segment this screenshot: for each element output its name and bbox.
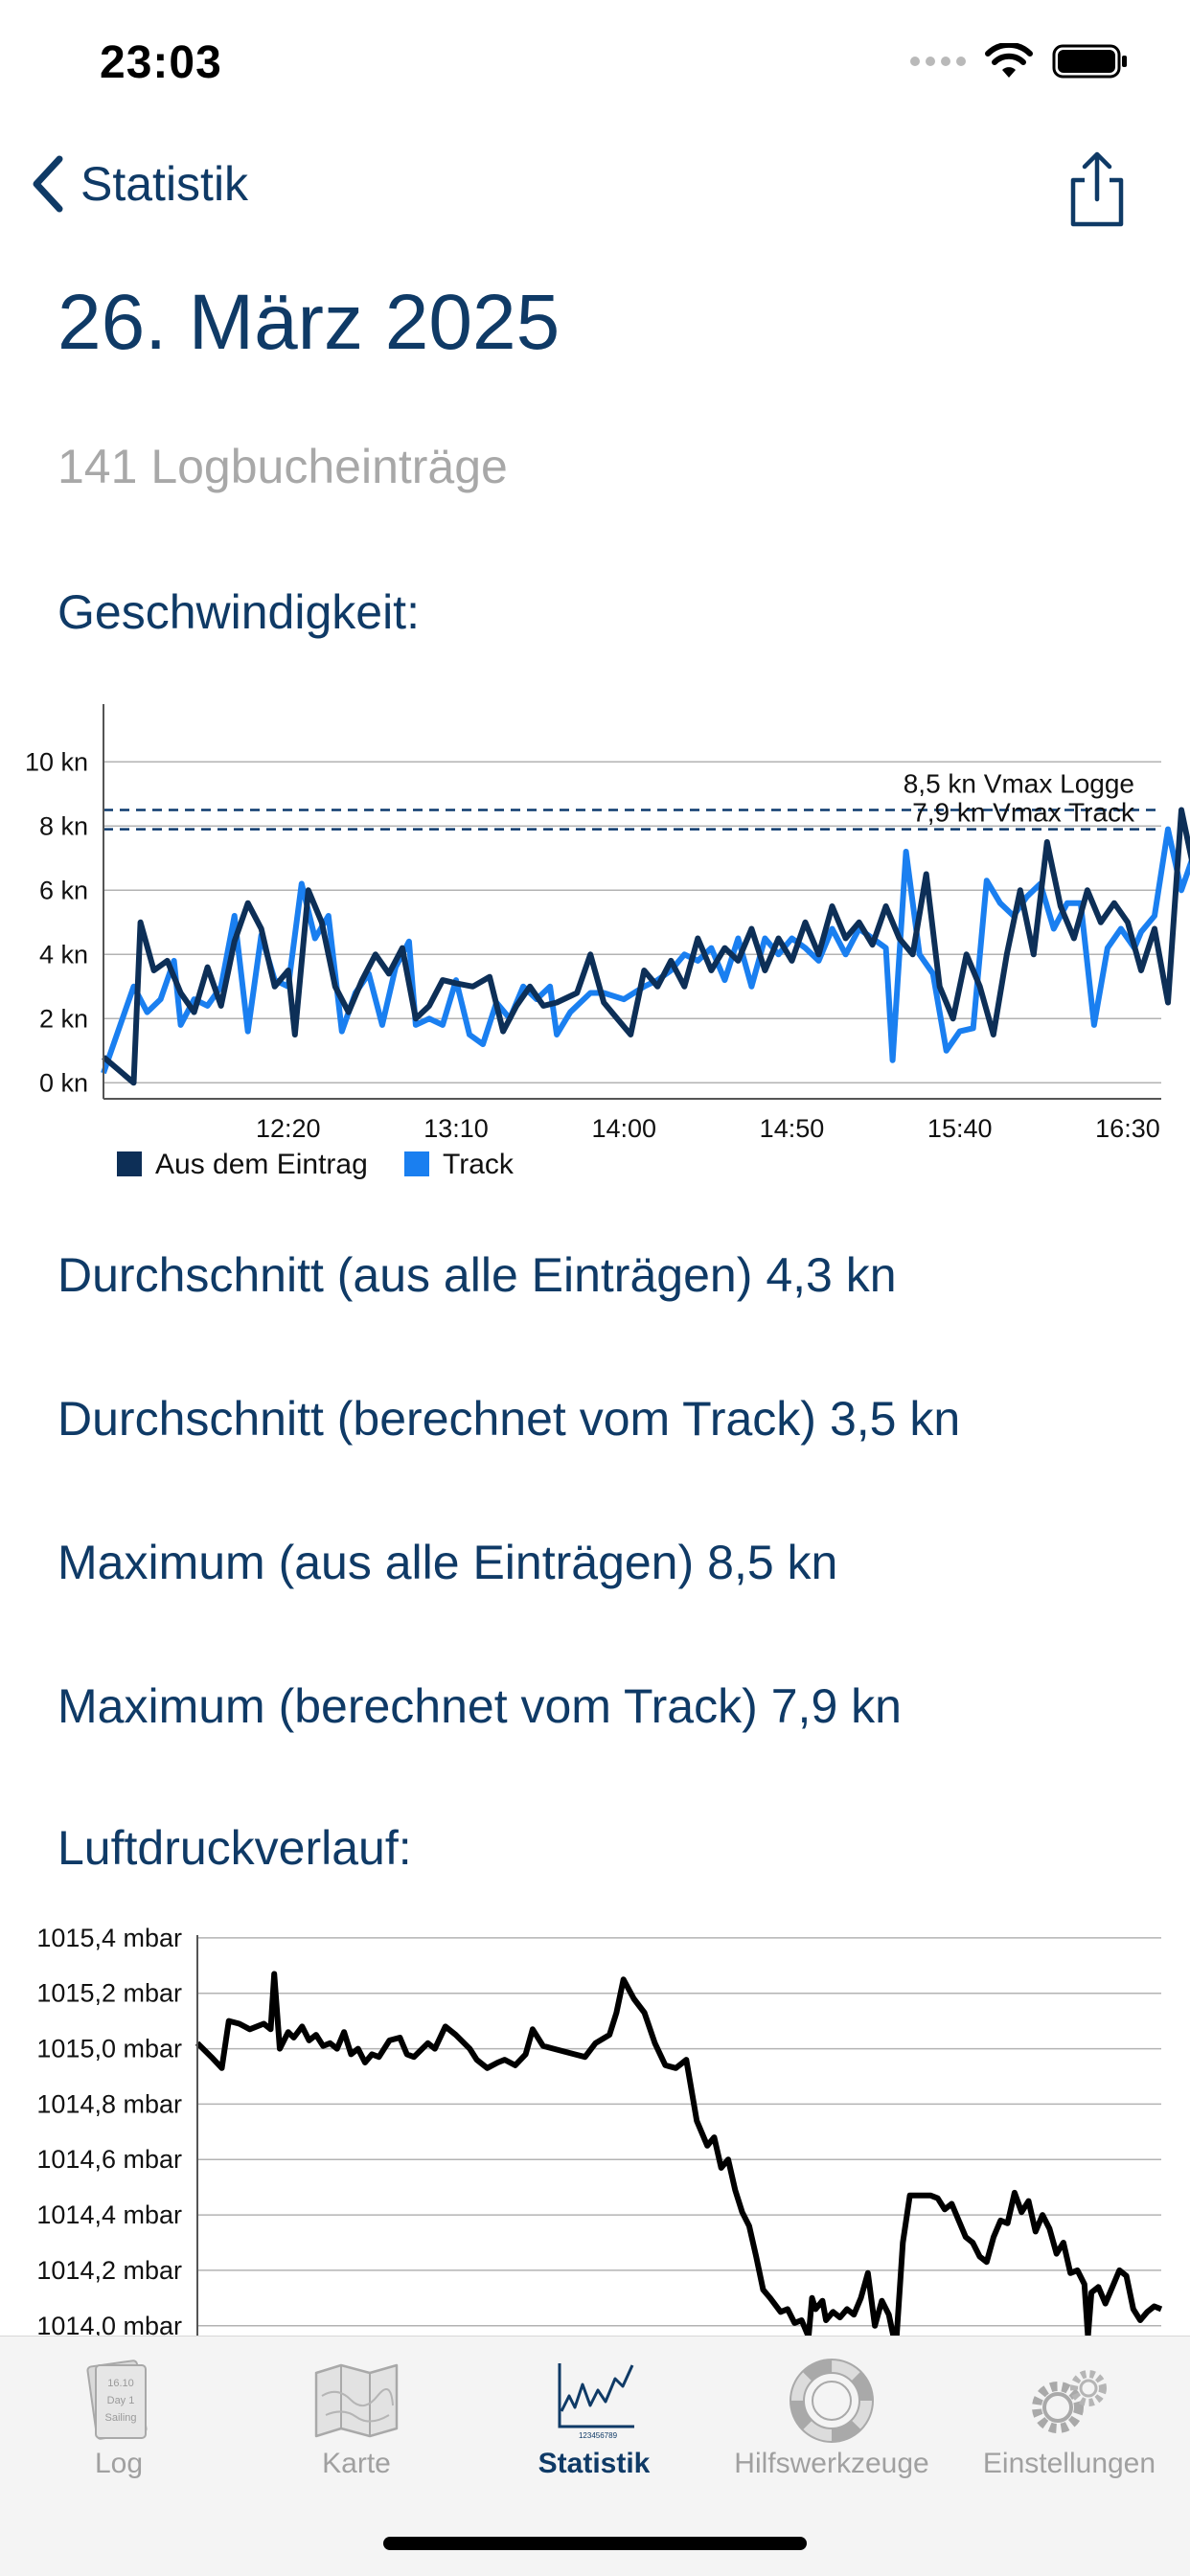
speed-chart: 8,5 kn Vmax Logge 7,9 kn Vmax Track 0 kn 2… bbox=[0, 699, 1190, 1197]
page-title: 26. März 2025 bbox=[57, 279, 561, 366]
share-button[interactable] bbox=[1064, 151, 1131, 228]
entry-count: 141 Logbucheinträge bbox=[57, 440, 508, 493]
tab-bar: 16.10 Day 1 Sailing Log Karte 123456789 … bbox=[0, 2336, 1190, 2576]
stat-value: 4,3 kn bbox=[766, 1248, 897, 1302]
lifebuoy-icon bbox=[790, 2359, 874, 2443]
tab-tools[interactable]: Hilfswerkzeuge bbox=[713, 2346, 950, 2490]
legend-label: Track bbox=[443, 1149, 515, 1180]
status-time: 23:03 bbox=[100, 37, 222, 88]
stat-value: 7,9 kn bbox=[770, 1679, 902, 1733]
vmax-reference-label: 7,9 kn Vmax Track bbox=[912, 798, 1135, 828]
chevron-left-icon bbox=[33, 155, 63, 213]
cellular-signal-icon bbox=[910, 57, 966, 66]
x-tick-label: 12:20 bbox=[256, 1114, 321, 1143]
wifi-icon bbox=[985, 43, 1033, 78]
pressure-chart-svg: 1014,0 mbar 1014,2 mbar 1014,4 mbar 1014,6 … bbox=[36, 1926, 1163, 2336]
pressure-chart: 1014,0 mbar 1014,2 mbar 1014,4 mbar 1014,6 … bbox=[0, 1926, 1190, 2336]
stat-value: 3,5 kn bbox=[829, 1392, 961, 1446]
y-tick-label: 8 kn bbox=[39, 811, 88, 840]
share-icon bbox=[1070, 151, 1124, 227]
logbook-icon: 16.10 Day 1 Sailing bbox=[86, 2359, 148, 2440]
x-tick-label: 15:40 bbox=[927, 1114, 993, 1143]
x-tick-label: 14:50 bbox=[760, 1114, 825, 1143]
status-icons bbox=[910, 42, 1129, 80]
x-tick-label: 13:10 bbox=[423, 1114, 489, 1143]
back-button-label: Statistik bbox=[80, 157, 249, 211]
speed-section-title: Geschwindigkeit: bbox=[57, 585, 420, 639]
y-tick-label: 1014,2 mbar bbox=[36, 2256, 182, 2285]
stat-average-track: Durchschnitt (berechnet vom Track) 3,5 kn bbox=[57, 1391, 960, 1447]
y-tick-label: 1014,4 mbar bbox=[36, 2200, 182, 2229]
y-tick-label: 6 kn bbox=[39, 876, 88, 904]
back-button[interactable]: Statistik bbox=[29, 153, 248, 215]
statistics-icon: 123456789 bbox=[558, 2363, 634, 2440]
pressure-section-title: Luftdruckverlauf: bbox=[57, 1821, 412, 1875]
tab-log[interactable]: 16.10 Day 1 Sailing Log bbox=[0, 2346, 238, 2490]
tab-label: Einstellungen bbox=[982, 2448, 1156, 2479]
legend-label: Aus dem Eintrag bbox=[155, 1149, 368, 1180]
y-tick-label: 2 kn bbox=[39, 1004, 88, 1033]
stat-label: Durchschnitt (aus alle Einträgen) bbox=[57, 1248, 753, 1302]
status-bar: 23:03 bbox=[0, 0, 1190, 134]
stat-average-entries: Durchschnitt (aus alle Einträgen) 4,3 kn bbox=[57, 1247, 897, 1303]
y-tick-label: 0 kn bbox=[39, 1068, 88, 1097]
pressure-series-line bbox=[195, 1971, 1163, 2336]
stat-maximum-entries: Maximum (aus alle Einträgen) 8,5 kn bbox=[57, 1535, 837, 1590]
stat-maximum-track: Maximum (berechnet vom Track) 7,9 kn bbox=[57, 1678, 902, 1734]
vmax-reference-label: 8,5 kn Vmax Logge bbox=[904, 769, 1134, 799]
tab-map[interactable]: Karte bbox=[238, 2346, 475, 2490]
tab-label: Hilfswerkzeuge bbox=[734, 2448, 929, 2479]
svg-text:Day 1: Day 1 bbox=[107, 2395, 135, 2406]
gears-icon bbox=[1032, 2370, 1107, 2433]
tab-label: Karte bbox=[322, 2448, 391, 2479]
svg-text:16.10: 16.10 bbox=[107, 2378, 134, 2389]
y-tick-label: 1014,6 mbar bbox=[36, 2145, 182, 2174]
stat-label: Maximum (aus alle Einträgen) bbox=[57, 1536, 695, 1589]
stat-label: Durchschnitt (berechnet vom Track) bbox=[57, 1392, 816, 1446]
battery-icon bbox=[1052, 44, 1127, 79]
y-tick-label: 1014,0 mbar bbox=[36, 2312, 182, 2336]
y-tick-label: 1015,4 mbar bbox=[36, 1926, 182, 1952]
tab-settings[interactable]: Einstellungen bbox=[950, 2346, 1188, 2490]
home-indicator bbox=[383, 2537, 807, 2550]
series-line-aus-dem-eintrag bbox=[102, 807, 1190, 1086]
y-tick-label: 1015,0 mbar bbox=[36, 2035, 182, 2063]
y-tick-label: 1015,2 mbar bbox=[36, 1979, 182, 2008]
navigation-bar: Statistik bbox=[0, 144, 1190, 239]
tab-label: Statistik bbox=[538, 2448, 651, 2479]
svg-text:123456789: 123456789 bbox=[579, 2431, 618, 2440]
svg-text:Sailing: Sailing bbox=[104, 2412, 136, 2424]
y-tick-label: 1014,8 mbar bbox=[36, 2089, 182, 2118]
stat-label: Maximum (berechnet vom Track) bbox=[57, 1679, 758, 1733]
legend-swatch bbox=[117, 1151, 142, 1176]
tab-statistics[interactable]: 123456789 Statistik bbox=[475, 2346, 713, 2490]
legend-swatch bbox=[404, 1151, 429, 1176]
tab-label: Log bbox=[94, 2448, 144, 2479]
x-tick-label: 14:00 bbox=[591, 1114, 656, 1143]
map-icon bbox=[314, 2363, 399, 2438]
x-tick-label: 16:30 bbox=[1095, 1114, 1160, 1143]
y-tick-label: 10 kn bbox=[25, 747, 88, 776]
stat-value: 8,5 kn bbox=[707, 1536, 838, 1589]
y-tick-label: 4 kn bbox=[39, 940, 88, 969]
